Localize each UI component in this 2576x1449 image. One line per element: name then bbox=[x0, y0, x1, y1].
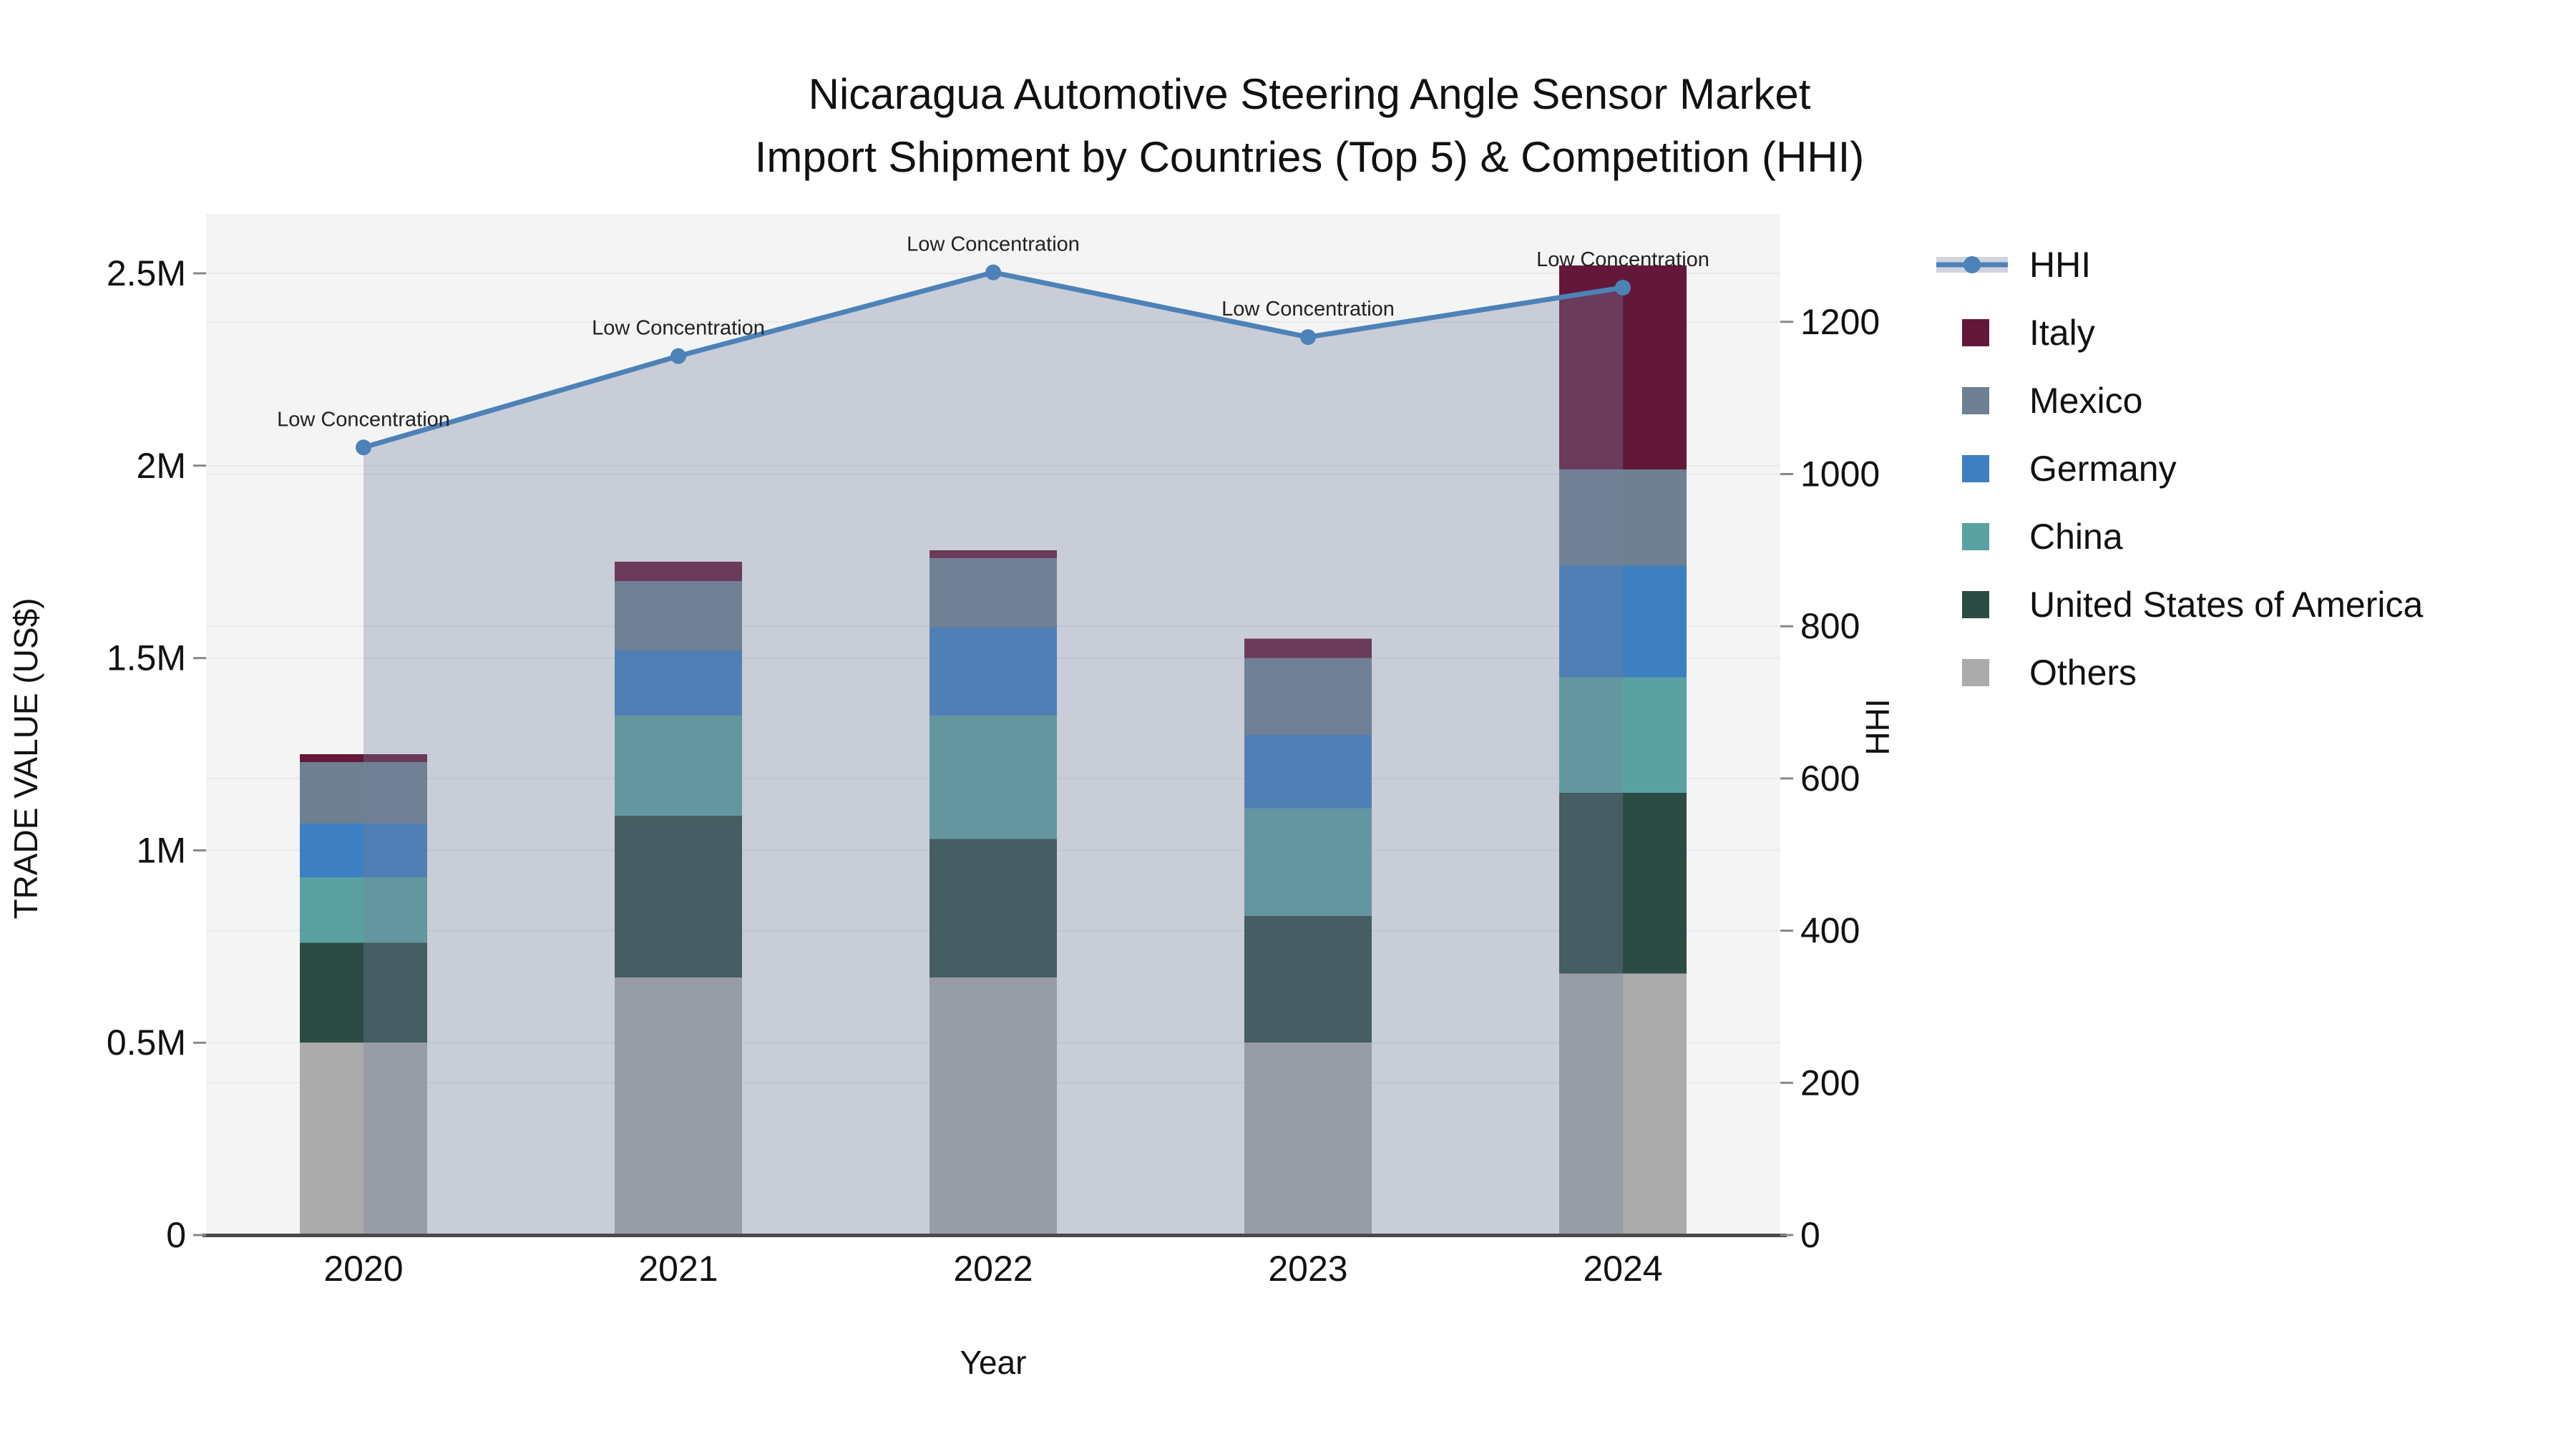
legend-label-others: Others bbox=[2029, 653, 2137, 693]
bar-segment-germany-2023[interactable] bbox=[1244, 735, 1372, 809]
tick-label-left-0: 0 bbox=[166, 1215, 186, 1255]
bar-segment-mexico-2020[interactable] bbox=[300, 761, 427, 824]
legend-swatch-mexico bbox=[1962, 387, 1989, 414]
legend-label-germany: Germany bbox=[2029, 449, 2177, 489]
tick-label-left-0.5M: 0.5M bbox=[107, 1023, 186, 1063]
tick-label-right-1000: 1000 bbox=[1800, 454, 1880, 494]
bar-segment-mexico-2022[interactable] bbox=[930, 557, 1057, 628]
bar-segment-others-2021[interactable] bbox=[615, 977, 742, 1235]
hhi-marker-2023[interactable] bbox=[1300, 329, 1316, 346]
annotation-2021: Low Concentration bbox=[592, 317, 765, 340]
tick-label-right-400: 400 bbox=[1800, 911, 1860, 951]
y-axis-right-title: HHI bbox=[1859, 698, 1896, 755]
tick-label-left-2.5M: 2.5M bbox=[107, 253, 186, 293]
bar-segment-united-states-of-america-2021[interactable] bbox=[615, 816, 742, 977]
tick-label-right-600: 600 bbox=[1800, 758, 1860, 799]
bar-segment-germany-2020[interactable] bbox=[300, 823, 427, 878]
legend-label-united-states-of-america: United States of America bbox=[2029, 585, 2423, 625]
legend-item-china[interactable]: China bbox=[1962, 517, 2123, 557]
bar-segment-china-2024[interactable] bbox=[1559, 677, 1687, 793]
bar-segment-others-2023[interactable] bbox=[1244, 1043, 1372, 1235]
legend-label-china: China bbox=[2029, 517, 2123, 557]
tick-label-x-2023: 2023 bbox=[1268, 1249, 1347, 1289]
bar-segment-others-2020[interactable] bbox=[300, 1043, 427, 1235]
legend-item-united-states-of-america[interactable]: United States of America bbox=[1962, 585, 2423, 625]
hhi-marker-2022[interactable] bbox=[985, 264, 1001, 280]
bar-segment-mexico-2021[interactable] bbox=[615, 581, 742, 650]
bar-segment-united-states-of-america-2022[interactable] bbox=[930, 839, 1057, 977]
legend-hhi-marker-icon bbox=[1963, 256, 1981, 273]
chart-title-line1: Nicaragua Automotive Steering Angle Sens… bbox=[809, 70, 1811, 118]
legend-label-hhi: HHI bbox=[2029, 245, 2091, 285]
bar-segment-germany-2022[interactable] bbox=[930, 627, 1057, 716]
bar-segment-china-2022[interactable] bbox=[930, 716, 1057, 839]
tick-label-x-2024: 2024 bbox=[1583, 1249, 1662, 1289]
legend-item-germany[interactable]: Germany bbox=[1962, 449, 2177, 489]
bar-segment-china-2021[interactable] bbox=[615, 716, 742, 816]
x-axis-title: Year bbox=[960, 1344, 1027, 1381]
bar-segment-china-2020[interactable] bbox=[300, 877, 427, 943]
bar-segment-germany-2021[interactable] bbox=[615, 650, 742, 716]
chart-title-line2: Import Shipment by Countries (Top 5) & C… bbox=[755, 133, 1865, 181]
bar-segment-italy-2022[interactable] bbox=[930, 550, 1057, 558]
tick-label-left-1M: 1M bbox=[137, 830, 186, 870]
legend-swatch-china bbox=[1962, 523, 1989, 550]
bar-segment-united-states-of-america-2020[interactable] bbox=[300, 942, 427, 1043]
x-axis-line bbox=[203, 1234, 1787, 1237]
annotation-2024: Low Concentration bbox=[1536, 248, 1709, 271]
bar-segment-italy-2021[interactable] bbox=[615, 562, 742, 582]
plot-area: Low Concentration Low Concentration Low Co… bbox=[107, 214, 1880, 1289]
tick-label-left-1.5M: 1.5M bbox=[107, 638, 186, 678]
legend-label-mexico: Mexico bbox=[2029, 381, 2142, 421]
legend-item-mexico[interactable]: Mexico bbox=[1962, 381, 2142, 421]
legend-label-italy: Italy bbox=[2029, 313, 2095, 353]
annotation-2020: Low Concentration bbox=[277, 408, 450, 431]
tick-label-x-2021: 2021 bbox=[638, 1249, 718, 1289]
tick-label-x-2022: 2022 bbox=[953, 1249, 1033, 1289]
tick-label-right-0: 0 bbox=[1800, 1215, 1820, 1255]
legend-item-hhi[interactable]: HHI bbox=[1936, 245, 2091, 285]
bar-segment-china-2023[interactable] bbox=[1244, 808, 1372, 916]
bar-segment-italy-2023[interactable] bbox=[1244, 638, 1372, 658]
bar-segment-others-2024[interactable] bbox=[1559, 973, 1687, 1235]
legend-swatch-others bbox=[1962, 659, 1989, 686]
tick-label-right-200: 200 bbox=[1800, 1063, 1860, 1103]
annotation-2022: Low Concentration bbox=[907, 233, 1080, 256]
tick-label-x-2020: 2020 bbox=[323, 1249, 403, 1289]
bar-segment-others-2022[interactable] bbox=[930, 977, 1057, 1235]
bar-segment-germany-2024[interactable] bbox=[1559, 565, 1687, 678]
bar-segment-united-states-of-america-2024[interactable] bbox=[1559, 792, 1687, 974]
tick-label-right-1200: 1200 bbox=[1800, 302, 1880, 342]
bar-segment-italy-2024[interactable] bbox=[1559, 265, 1687, 470]
bar-segment-italy-2020[interactable] bbox=[300, 754, 427, 762]
hhi-area-fill bbox=[364, 272, 1623, 1235]
y-axis-left-title: TRADE VALUE (US$) bbox=[7, 597, 44, 919]
bar-segment-united-states-of-america-2023[interactable] bbox=[1244, 915, 1372, 1043]
bar-segment-mexico-2023[interactable] bbox=[1244, 658, 1372, 736]
bar-segment-mexico-2024[interactable] bbox=[1559, 469, 1687, 566]
legend-swatch-united-states-of-america bbox=[1962, 591, 1989, 618]
tick-label-right-800: 800 bbox=[1800, 606, 1860, 646]
hhi-marker-2020[interactable] bbox=[356, 439, 371, 456]
tick-label-left-2M: 2M bbox=[137, 446, 186, 486]
hhi-marker-2024[interactable] bbox=[1615, 279, 1631, 296]
legend-item-italy[interactable]: Italy bbox=[1962, 313, 2095, 353]
legend-swatch-italy bbox=[1962, 319, 1989, 346]
legend-item-others[interactable]: Others bbox=[1962, 653, 2137, 693]
annotation-2023: Low Concentration bbox=[1221, 298, 1395, 321]
legend: HHI Italy Mexico Germany China United States … bbox=[1936, 245, 2423, 693]
hhi-marker-2021[interactable] bbox=[670, 348, 686, 364]
legend-swatch-germany bbox=[1962, 455, 1989, 482]
